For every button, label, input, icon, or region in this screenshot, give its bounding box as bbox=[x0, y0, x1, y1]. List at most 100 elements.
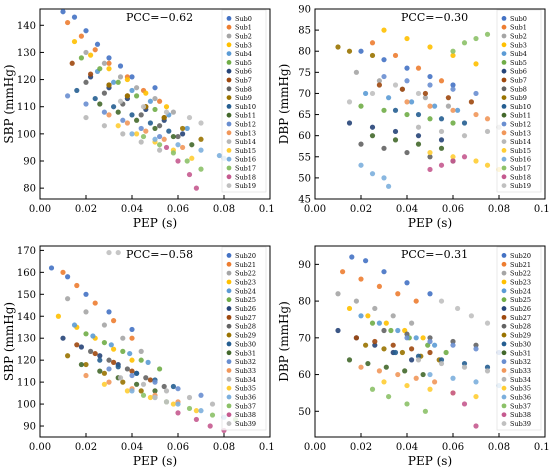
data-point bbox=[163, 104, 170, 110]
data-point bbox=[383, 320, 389, 326]
data-point bbox=[409, 357, 415, 363]
legend-marker bbox=[501, 332, 507, 338]
data-point bbox=[138, 139, 144, 145]
data-point bbox=[106, 66, 112, 72]
data-point bbox=[473, 158, 479, 164]
data-point bbox=[395, 371, 401, 378]
y-tick-label: 90 bbox=[298, 5, 311, 16]
data-point bbox=[83, 309, 89, 315]
legend-marker bbox=[226, 33, 232, 39]
y-tick-label: 70 bbox=[298, 89, 311, 100]
data-point bbox=[438, 162, 445, 168]
data-point bbox=[365, 313, 371, 319]
data-point bbox=[388, 327, 394, 334]
legend-label: Sub24 bbox=[235, 287, 256, 295]
data-point bbox=[157, 366, 163, 372]
legend-label: Sub13 bbox=[235, 129, 256, 137]
data-point bbox=[415, 65, 422, 71]
legend-marker bbox=[226, 270, 232, 276]
data-point bbox=[65, 353, 71, 359]
data-point bbox=[83, 49, 89, 56]
data-point bbox=[157, 123, 163, 129]
legend-label: Sub23 bbox=[235, 278, 256, 286]
y-tick-label: 170 bbox=[17, 246, 36, 257]
legend-marker bbox=[501, 86, 507, 92]
legend-marker bbox=[226, 156, 232, 162]
data-point bbox=[415, 353, 422, 359]
legend-marker bbox=[501, 95, 507, 100]
legend-label: Sub25 bbox=[235, 296, 256, 304]
data-point bbox=[450, 52, 456, 59]
data-point bbox=[473, 61, 479, 67]
pcc-annotation: PCC=−0.62 bbox=[126, 11, 193, 24]
data-point bbox=[115, 123, 121, 129]
x-tick-label: 0.02 bbox=[350, 204, 372, 215]
data-point bbox=[152, 388, 158, 394]
data-point bbox=[120, 348, 126, 354]
legend-label: Sub16 bbox=[235, 156, 256, 164]
y-tick-label: 55 bbox=[298, 152, 311, 163]
legend-box bbox=[496, 9, 542, 193]
legend-marker bbox=[501, 297, 507, 303]
legend-marker bbox=[501, 165, 507, 171]
legend-marker bbox=[226, 350, 232, 356]
data-point bbox=[134, 85, 140, 91]
y-tick-label: 90 bbox=[298, 260, 311, 271]
data-point bbox=[461, 133, 468, 139]
data-point bbox=[101, 370, 107, 376]
legend-label: Sub37 bbox=[510, 402, 531, 410]
legend-label: Sub35 bbox=[235, 385, 256, 393]
pcc-annotation: PCC=−0.30 bbox=[401, 11, 468, 24]
data-point bbox=[353, 298, 359, 304]
legend-marker bbox=[226, 359, 232, 365]
legend-marker bbox=[501, 156, 507, 162]
data-point bbox=[134, 93, 140, 99]
data-point bbox=[427, 166, 433, 173]
legend-marker bbox=[501, 253, 507, 258]
data-point bbox=[346, 120, 353, 126]
data-point bbox=[383, 364, 389, 370]
data-point bbox=[117, 63, 124, 69]
legend-label: Sub22 bbox=[510, 270, 531, 278]
data-point bbox=[145, 359, 151, 365]
data-point bbox=[71, 322, 78, 328]
data-point bbox=[106, 60, 112, 66]
legend-marker bbox=[501, 77, 507, 83]
legend-label: Sub20 bbox=[510, 252, 531, 260]
data-point bbox=[404, 99, 410, 105]
data-point bbox=[180, 131, 186, 137]
data-point bbox=[48, 265, 55, 271]
data-point bbox=[101, 60, 107, 66]
data-point bbox=[461, 40, 468, 46]
data-point bbox=[404, 111, 410, 118]
data-point bbox=[427, 335, 433, 341]
data-point bbox=[138, 112, 144, 118]
data-point bbox=[97, 368, 103, 374]
data-point bbox=[473, 90, 479, 97]
data-point bbox=[65, 93, 71, 99]
legend-marker bbox=[226, 174, 232, 180]
data-point bbox=[358, 276, 364, 282]
pcc-annotation: PCC=−0.31 bbox=[401, 248, 468, 261]
data-point bbox=[346, 99, 353, 105]
y-tick-label: 150 bbox=[17, 290, 36, 301]
data-point bbox=[473, 423, 479, 429]
legend-label: Sub0 bbox=[235, 15, 252, 23]
data-point bbox=[386, 95, 392, 101]
data-point bbox=[369, 320, 376, 326]
data-point bbox=[138, 357, 144, 363]
data-point bbox=[161, 383, 167, 390]
data-point bbox=[369, 124, 376, 130]
data-point bbox=[143, 128, 149, 134]
y-tick-label: 120 bbox=[17, 356, 36, 367]
legend-marker bbox=[501, 183, 507, 189]
data-point bbox=[443, 349, 449, 356]
x-tick-label: 0.04 bbox=[121, 204, 143, 215]
legend-label: Sub18 bbox=[235, 173, 256, 181]
data-point bbox=[143, 375, 149, 381]
data-point bbox=[395, 291, 401, 297]
legend-label: Sub39 bbox=[510, 420, 531, 428]
data-point bbox=[152, 95, 158, 102]
data-point bbox=[157, 98, 163, 104]
data-point bbox=[78, 55, 84, 61]
